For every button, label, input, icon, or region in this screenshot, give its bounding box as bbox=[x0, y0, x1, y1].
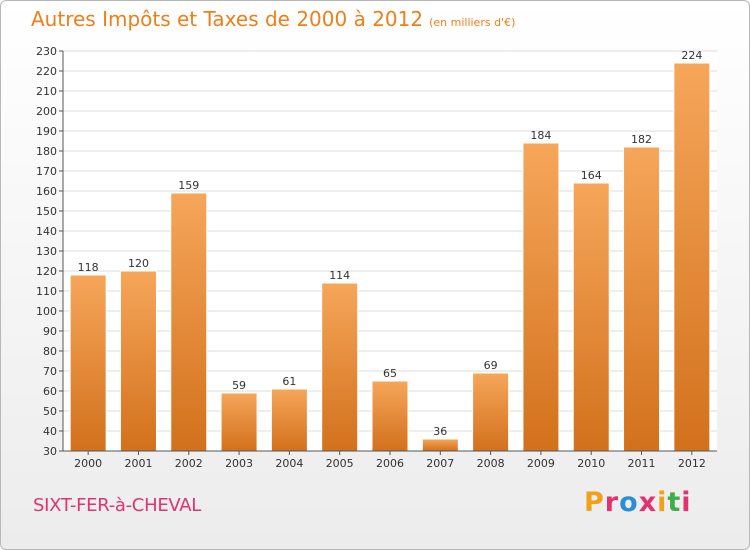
bar-value-label: 159 bbox=[178, 179, 199, 192]
y-tick-label: 110 bbox=[36, 285, 57, 298]
bar-2004 bbox=[270, 388, 308, 452]
y-tick-label: 50 bbox=[43, 405, 57, 418]
y-tick-label: 90 bbox=[43, 325, 57, 338]
bar-value-label: 59 bbox=[232, 379, 246, 392]
logo-letter: i bbox=[657, 487, 668, 518]
bar-2008 bbox=[472, 372, 510, 452]
y-tick-label: 60 bbox=[43, 385, 57, 398]
logo-letter: t bbox=[667, 487, 682, 518]
y-tick-label: 120 bbox=[36, 265, 57, 278]
y-tick-label: 150 bbox=[36, 205, 57, 218]
y-tick-label: 30 bbox=[43, 445, 57, 458]
y-tick-label: 160 bbox=[36, 185, 57, 198]
bar-2007 bbox=[421, 438, 459, 452]
logo-letter: o bbox=[619, 487, 639, 518]
x-tick-label: 2006 bbox=[376, 457, 404, 470]
chart-subtitle: (en milliers d'€) bbox=[429, 16, 516, 29]
bar-2010 bbox=[572, 182, 610, 452]
bar-value-label: 65 bbox=[383, 367, 397, 380]
x-tick-label: 2007 bbox=[426, 457, 454, 470]
bar-value-label: 61 bbox=[282, 375, 296, 388]
y-tick-label: 200 bbox=[36, 105, 57, 118]
proxiti-logo: Proxiti bbox=[584, 487, 692, 518]
x-tick-label: 2008 bbox=[477, 457, 505, 470]
logo-letter: i bbox=[681, 487, 692, 518]
x-tick-label: 2001 bbox=[124, 457, 152, 470]
y-tick-label: 220 bbox=[36, 65, 57, 78]
bar-value-label: 36 bbox=[433, 425, 447, 438]
bar-value-label: 69 bbox=[484, 359, 498, 372]
y-tick-label: 100 bbox=[36, 305, 57, 318]
bar-value-label: 120 bbox=[128, 257, 149, 270]
y-tick-label: 70 bbox=[43, 365, 57, 378]
y-tick-label: 210 bbox=[36, 85, 57, 98]
logo-letter: x bbox=[638, 487, 658, 518]
bar-value-label: 118 bbox=[78, 261, 99, 274]
bar-value-label: 184 bbox=[530, 129, 551, 142]
y-tick-label: 140 bbox=[36, 225, 57, 238]
y-tick-label: 230 bbox=[36, 45, 57, 58]
bar-2003 bbox=[220, 392, 258, 452]
bar-2002 bbox=[170, 192, 208, 452]
x-tick-label: 2009 bbox=[527, 457, 555, 470]
bar-value-label: 114 bbox=[329, 269, 350, 282]
x-tick-label: 2004 bbox=[275, 457, 303, 470]
bar-2006 bbox=[371, 380, 409, 452]
x-tick-label: 2005 bbox=[326, 457, 354, 470]
x-tick-label: 2012 bbox=[678, 457, 706, 470]
x-tick-label: 2000 bbox=[74, 457, 102, 470]
bar-2005 bbox=[321, 282, 359, 452]
bar-2001 bbox=[119, 270, 157, 452]
logo-letter: P bbox=[584, 487, 605, 518]
logo-letter: r bbox=[604, 487, 620, 518]
x-tick-label: 2002 bbox=[175, 457, 203, 470]
bar-value-label: 182 bbox=[631, 133, 652, 146]
y-tick-label: 170 bbox=[36, 165, 57, 178]
y-tick-label: 80 bbox=[43, 345, 57, 358]
y-tick-label: 40 bbox=[43, 425, 57, 438]
chart-title-text: Autres Impôts et Taxes de 2000 à 2012 bbox=[31, 7, 424, 31]
y-tick-label: 130 bbox=[36, 245, 57, 258]
bar-value-label: 224 bbox=[681, 49, 702, 62]
x-tick-label: 2010 bbox=[577, 457, 605, 470]
chart-title: Autres Impôts et Taxes de 2000 à 2012 (en… bbox=[31, 7, 515, 31]
x-tick-label: 2003 bbox=[225, 457, 253, 470]
y-tick-label: 190 bbox=[36, 125, 57, 138]
bar-value-label: 164 bbox=[581, 169, 602, 182]
bar-2000 bbox=[69, 274, 107, 452]
bar-2009 bbox=[522, 142, 560, 452]
x-tick-label: 2011 bbox=[628, 457, 656, 470]
bar-2012 bbox=[673, 62, 711, 452]
commune-name: SIXT-FER-à-CHEVAL bbox=[33, 495, 201, 516]
y-tick-label: 180 bbox=[36, 145, 57, 158]
bar-2011 bbox=[623, 146, 661, 452]
